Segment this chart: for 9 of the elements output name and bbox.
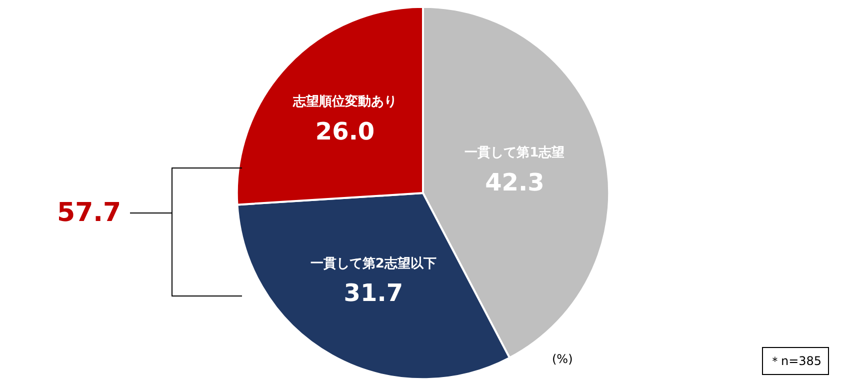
data-label: 26.0 <box>315 117 375 146</box>
text: (%) <box>552 352 573 366</box>
data-label: 31.7 <box>344 279 404 308</box>
slice-label: 志望順位変動あり <box>292 93 398 110</box>
slice-label: 一貫して第1志望 <box>464 144 565 161</box>
data-label: 42.3 <box>485 168 544 196</box>
text: 57.7 <box>57 198 122 228</box>
slice-label: 一貫して第2志望以下 <box>310 255 436 272</box>
text: ＊n=385 <box>769 354 822 368</box>
